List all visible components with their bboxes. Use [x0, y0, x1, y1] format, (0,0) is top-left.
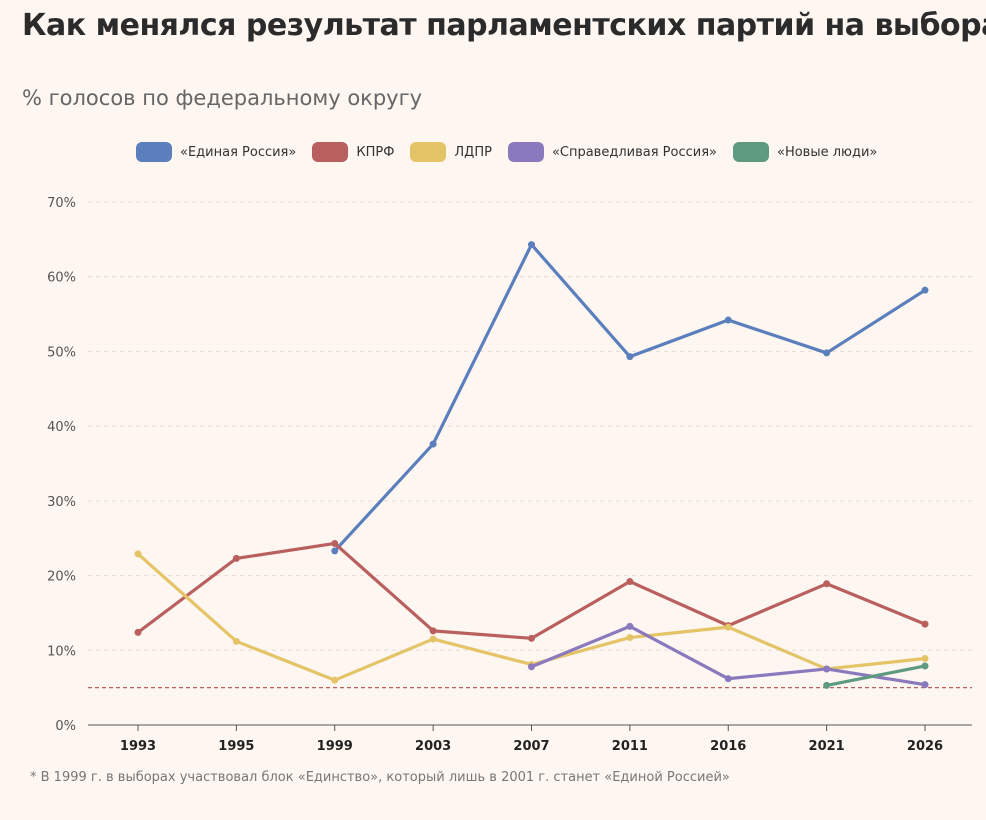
data-point	[823, 349, 831, 357]
legend-label: «Справедливая Россия»	[551, 144, 717, 160]
legend-item-edinaya-rossiya: «Единая Россия»	[136, 142, 296, 162]
y-tick-label: 70%	[47, 196, 76, 211]
legend-swatch	[312, 142, 349, 162]
data-point	[626, 634, 634, 642]
x-tick-label: 1999	[317, 739, 353, 754]
data-point	[921, 655, 929, 663]
x-tick-label: 2016	[710, 739, 746, 754]
data-point	[331, 547, 339, 555]
x-tick-label: 2007	[513, 739, 549, 754]
legend-item-kprf: КПРФ	[312, 142, 394, 162]
legend-item-ldpr: ЛДПР	[410, 142, 492, 162]
data-point	[823, 681, 831, 689]
data-point	[626, 622, 634, 630]
data-point	[626, 578, 634, 586]
data-point	[232, 637, 240, 645]
data-point	[724, 623, 732, 631]
y-tick-label: 60%	[47, 271, 76, 286]
data-point	[331, 676, 339, 684]
series-line	[825, 664, 927, 688]
data-point	[823, 665, 831, 673]
x-tick-label: 2021	[809, 739, 845, 754]
data-point	[429, 627, 437, 635]
x-tick-label: 1993	[120, 739, 156, 754]
x-tick-label: 2011	[612, 739, 648, 754]
x-tick-label: 2003	[415, 739, 451, 754]
legend-swatch	[732, 142, 769, 162]
data-point	[429, 635, 437, 643]
series-line	[333, 242, 927, 553]
data-point	[921, 662, 929, 670]
y-tick-label: 30%	[47, 495, 76, 510]
legend-item-spravedlivaya-rossiya: «Справедливая Россия»	[507, 142, 717, 162]
data-point	[331, 539, 339, 547]
y-tick-label: 50%	[47, 345, 76, 360]
data-point	[429, 440, 437, 448]
data-point	[823, 580, 831, 588]
y-tick-label: 0%	[55, 719, 76, 734]
legend-label: «Новые люди»	[776, 144, 878, 160]
legend-swatch	[507, 142, 544, 162]
data-point	[528, 663, 535, 671]
legend-swatch	[410, 142, 447, 162]
legend-label: КПРФ	[356, 144, 395, 160]
legend-item-novye-lyudi: «Новые люди»	[732, 142, 878, 162]
x-tick-label: 1995	[218, 739, 254, 754]
footnote: * В 1999 г. в выборах участвовал блок «Е…	[30, 770, 730, 785]
y-tick-label: 40%	[47, 420, 76, 435]
legend-label: ЛДПР	[454, 144, 492, 160]
chart-legend: «Единая Россия» КПРФ ЛДПР «Справедливая …	[136, 142, 877, 162]
data-point	[134, 628, 142, 636]
data-point	[134, 550, 142, 558]
data-point	[921, 681, 929, 689]
chart-title: Как менялся результат парламентских парт…	[22, 8, 986, 43]
data-point	[528, 241, 535, 249]
data-point	[528, 634, 535, 642]
series-line	[136, 541, 927, 640]
data-point	[724, 675, 732, 683]
legend-label: «Единая Россия»	[180, 144, 297, 160]
data-point	[724, 316, 732, 324]
data-point	[921, 620, 929, 628]
data-point	[626, 353, 634, 361]
legend-swatch	[136, 142, 172, 162]
x-tick-label: 2026	[907, 739, 943, 754]
y-tick-label: 10%	[47, 644, 76, 659]
data-point	[921, 286, 929, 294]
y-tick-label: 20%	[47, 570, 76, 585]
data-point	[232, 554, 240, 562]
chart-subtitle: % голосов по федеральному округу	[22, 86, 423, 110]
